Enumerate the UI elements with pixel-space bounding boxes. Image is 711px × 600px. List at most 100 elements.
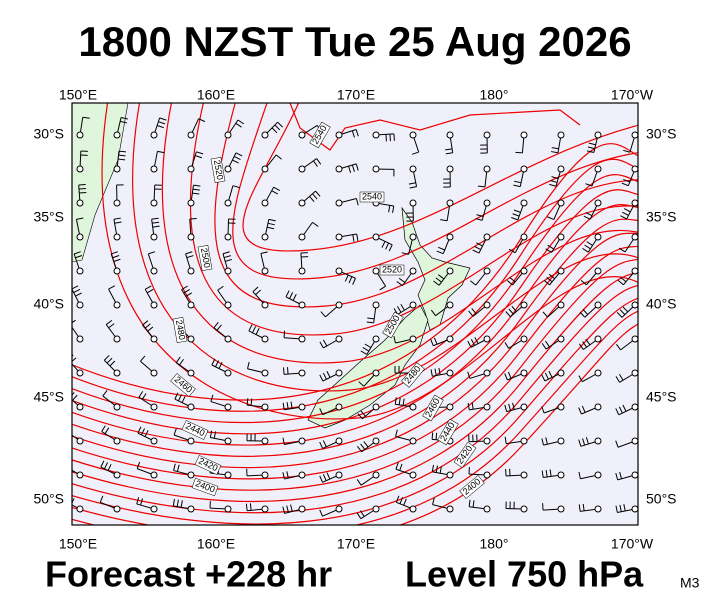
barb-station bbox=[76, 199, 84, 207]
barb-station bbox=[261, 403, 269, 411]
barb-feather bbox=[285, 290, 290, 298]
barb-feather bbox=[283, 330, 286, 338]
barb-feather bbox=[247, 361, 250, 369]
barb-feather bbox=[430, 339, 434, 346]
barb-feather bbox=[82, 116, 90, 119]
barb-feather bbox=[319, 341, 324, 349]
barb-feather bbox=[78, 188, 87, 190]
barb-feather bbox=[105, 319, 113, 325]
barb-feather bbox=[623, 208, 631, 213]
barb-feather bbox=[183, 288, 190, 294]
barb-feather bbox=[616, 344, 622, 351]
barb-feather bbox=[477, 185, 486, 188]
barb-feather bbox=[108, 285, 115, 290]
barb-feather bbox=[75, 255, 83, 259]
barb-station bbox=[631, 301, 638, 309]
barb-feather bbox=[141, 428, 145, 436]
barb-station bbox=[520, 471, 528, 479]
barb-feather bbox=[582, 309, 589, 315]
barb-feather bbox=[435, 432, 438, 440]
barb-station bbox=[187, 335, 195, 343]
barb-feather bbox=[393, 336, 396, 344]
barb-station bbox=[557, 165, 565, 173]
contour-label-bg bbox=[210, 157, 226, 183]
barb-feather bbox=[358, 381, 365, 387]
barb-feather bbox=[409, 186, 417, 189]
contour-label: 2500 bbox=[197, 245, 213, 271]
barb-feather bbox=[582, 341, 588, 348]
barb-feather bbox=[268, 218, 276, 222]
barb-feather bbox=[588, 142, 596, 146]
barb-feather bbox=[137, 426, 142, 434]
barb-station bbox=[372, 437, 380, 445]
barb-station bbox=[335, 335, 343, 343]
barb-station bbox=[261, 471, 269, 479]
barb-station bbox=[483, 335, 491, 343]
barb-feather bbox=[193, 184, 201, 187]
barb-station bbox=[372, 165, 380, 173]
barb-feather bbox=[223, 255, 231, 259]
barb-feather bbox=[506, 280, 513, 286]
barb-feather bbox=[195, 155, 203, 159]
barb-station bbox=[335, 505, 343, 513]
barb-feather bbox=[541, 406, 545, 414]
barb-feather bbox=[144, 285, 152, 290]
barb-feather bbox=[313, 160, 318, 167]
barb-feather bbox=[156, 125, 164, 129]
contour-label-bg bbox=[459, 475, 485, 499]
barb-station bbox=[76, 471, 84, 479]
barb-feather bbox=[440, 219, 448, 222]
barb-station bbox=[224, 267, 232, 275]
contour-label-bg bbox=[309, 121, 331, 149]
barb-feather bbox=[402, 398, 405, 406]
barb-feather bbox=[623, 504, 626, 512]
barb-feather bbox=[286, 505, 289, 513]
barb-feather bbox=[120, 120, 128, 124]
barb-station bbox=[113, 131, 121, 139]
barb-feather bbox=[585, 437, 589, 445]
barb-station bbox=[187, 199, 195, 207]
barb-station bbox=[113, 505, 121, 513]
barb-station bbox=[483, 199, 491, 207]
barb-feather bbox=[504, 404, 508, 412]
barb-feather bbox=[255, 289, 262, 296]
barb-feather bbox=[173, 428, 177, 436]
axis-labels: 150°E 150°E 160°E 160°E 170°E 170°E 180° 180° 17… bbox=[33, 87, 676, 552]
model-label: M3 bbox=[680, 575, 700, 591]
lon-label: 170°W bbox=[611, 87, 654, 103]
barb-station bbox=[187, 131, 195, 139]
barb-feather bbox=[586, 241, 593, 246]
title: 1800 NZST Tue 25 Aug 2026 bbox=[78, 18, 631, 65]
barb-feather bbox=[547, 244, 554, 250]
barb-feather bbox=[585, 212, 593, 217]
barb-feather bbox=[146, 288, 154, 294]
barb-feather bbox=[218, 362, 223, 369]
barb-station bbox=[446, 233, 454, 241]
barb-feather bbox=[472, 249, 480, 254]
barb-feather bbox=[430, 309, 436, 316]
barb-feather bbox=[615, 376, 621, 383]
barb-feather bbox=[290, 401, 293, 409]
barb-feather bbox=[401, 252, 409, 255]
barb-feather bbox=[578, 343, 584, 350]
contour-label-text: 2480 bbox=[174, 319, 187, 340]
barb-feather bbox=[433, 280, 440, 286]
barb-station bbox=[113, 471, 121, 479]
barb-feather bbox=[138, 391, 144, 398]
barb-station bbox=[631, 267, 638, 275]
barb-station bbox=[261, 301, 269, 309]
barb-station bbox=[446, 131, 454, 139]
contour-line bbox=[72, 174, 638, 424]
barb-feather bbox=[192, 192, 200, 195]
north-island bbox=[401, 206, 471, 331]
barb-station bbox=[150, 131, 158, 139]
barb-feather bbox=[355, 198, 359, 206]
barb-station bbox=[113, 369, 121, 377]
barb-feather bbox=[152, 221, 160, 224]
barb-feather bbox=[271, 127, 278, 134]
barb-station bbox=[594, 335, 602, 343]
barb-feather bbox=[282, 402, 285, 410]
barb-feather bbox=[352, 278, 356, 285]
barb-feather bbox=[438, 246, 445, 251]
